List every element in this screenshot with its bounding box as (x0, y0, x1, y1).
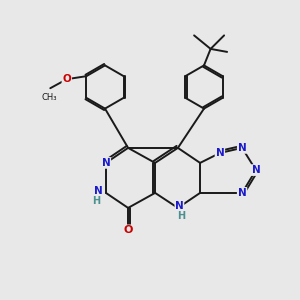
Text: N: N (94, 186, 103, 197)
Text: N: N (101, 158, 110, 168)
Text: CH₃: CH₃ (41, 93, 56, 102)
Text: O: O (62, 74, 71, 84)
Text: H: H (177, 211, 185, 221)
Text: N: N (238, 143, 247, 153)
Text: H: H (92, 196, 100, 206)
Text: N: N (251, 165, 260, 175)
Text: O: O (123, 225, 133, 236)
Text: N: N (175, 201, 184, 212)
Text: N: N (238, 188, 247, 198)
Text: N: N (215, 148, 224, 158)
